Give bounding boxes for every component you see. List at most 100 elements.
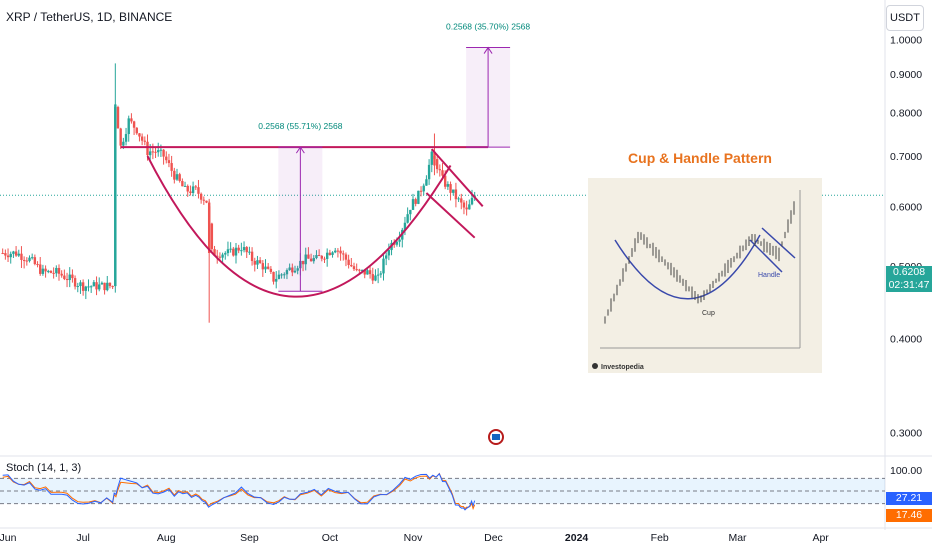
candle-body — [258, 260, 262, 264]
candle-body — [65, 279, 69, 281]
candle-body — [213, 249, 216, 256]
x-tick-label: Mar — [728, 532, 747, 544]
candle-body — [409, 209, 412, 215]
candle-body — [132, 121, 136, 128]
candle-body — [81, 282, 85, 291]
candle-body — [433, 156, 436, 166]
candle-body — [323, 258, 326, 260]
candle-body — [100, 282, 104, 285]
candle-body — [39, 264, 42, 274]
candle-body — [411, 199, 415, 210]
candle-body — [41, 268, 45, 274]
candle-body — [240, 250, 243, 252]
candle-body — [288, 267, 291, 271]
candle-body — [366, 270, 369, 275]
candle-body — [342, 253, 345, 255]
candle-body — [403, 222, 407, 230]
candle-body — [194, 186, 197, 188]
candle-body — [92, 282, 96, 287]
candle-body — [76, 286, 79, 288]
candle-body — [207, 206, 211, 254]
x-tick-label: Oct — [322, 532, 338, 544]
candle-body — [205, 200, 208, 203]
candle-body — [170, 163, 173, 171]
inset-cup-curve — [614, 234, 761, 300]
candle-body — [312, 258, 315, 262]
candle-body — [384, 255, 388, 259]
candles — [1, 63, 476, 323]
stoch-level-label: 100.00 — [890, 465, 922, 477]
candle-body — [320, 255, 324, 259]
candle-body — [237, 247, 240, 251]
candle-body — [28, 257, 31, 262]
x-tick-label: Aug — [157, 532, 176, 544]
candle-body — [422, 185, 425, 192]
x-tick-label: Apr — [812, 532, 829, 544]
candle-body — [358, 269, 361, 271]
x-tick-label: Jun — [0, 532, 17, 544]
candle-body — [261, 263, 265, 270]
candle-body — [143, 140, 147, 142]
stoch-d-value: 17.46 — [886, 509, 932, 522]
stoch-k-value: 27.21 — [886, 492, 932, 505]
y-tick-label: 0.7000 — [890, 151, 922, 163]
candle-body — [22, 259, 26, 261]
candle-body — [87, 286, 90, 288]
candle-body — [355, 269, 358, 271]
candle-body — [301, 260, 305, 265]
candle-body — [124, 134, 128, 142]
stoch-indicator-label[interactable]: Stoch (14, 1, 3) — [6, 462, 82, 474]
candle-body — [441, 170, 444, 176]
candle-body — [334, 250, 337, 253]
candle-body — [374, 275, 377, 281]
candle-body — [12, 251, 15, 254]
x-tick-label: Dec — [484, 532, 503, 544]
inset-credit: Investopedia — [601, 364, 644, 371]
y-tick-label: 1.0000 — [890, 35, 922, 47]
inset-cup-label: Cup — [702, 310, 715, 317]
candle-body — [427, 164, 431, 180]
y-tick-label: 0.3000 — [890, 427, 922, 439]
candle-body — [339, 250, 342, 254]
y-tick-label: 0.4000 — [890, 334, 922, 346]
candle-body — [352, 266, 356, 270]
candle-body — [210, 223, 214, 250]
candle-body — [148, 151, 152, 156]
candle-body — [328, 252, 332, 255]
investopedia-logo-icon — [592, 363, 598, 369]
candle-body — [127, 118, 130, 135]
candle-body — [146, 141, 149, 156]
candle-body — [315, 254, 318, 259]
candle-body — [446, 184, 450, 187]
candle-body — [285, 270, 289, 275]
candle-body — [36, 264, 39, 266]
candle-body — [173, 170, 176, 180]
candle-body — [191, 186, 195, 194]
candle-body — [229, 248, 232, 250]
candle-body — [277, 274, 281, 279]
y-tick-label: 0.8000 — [890, 107, 922, 119]
candle-body — [49, 270, 53, 273]
candle-body — [269, 268, 273, 272]
candle-body — [114, 104, 117, 287]
candle-body — [234, 247, 238, 256]
candle-body — [30, 257, 34, 259]
x-tick-label: Nov — [404, 532, 423, 544]
candle-body — [73, 278, 77, 287]
candle-body — [57, 267, 61, 274]
candle-body — [47, 270, 50, 272]
candle-body — [283, 274, 286, 276]
last-price-label: 0.6208 — [886, 266, 932, 279]
candle-body — [130, 118, 133, 122]
candle-body — [232, 248, 235, 256]
candle-body — [317, 254, 321, 256]
candle-body — [368, 270, 372, 275]
candle-body — [430, 151, 433, 165]
candle-body — [248, 251, 251, 253]
candle-body — [344, 254, 348, 260]
candle-body — [218, 256, 222, 258]
currency-button[interactable]: USDT — [886, 5, 924, 31]
candle-body — [140, 136, 144, 141]
inset-handle-label: Handle — [758, 272, 780, 279]
